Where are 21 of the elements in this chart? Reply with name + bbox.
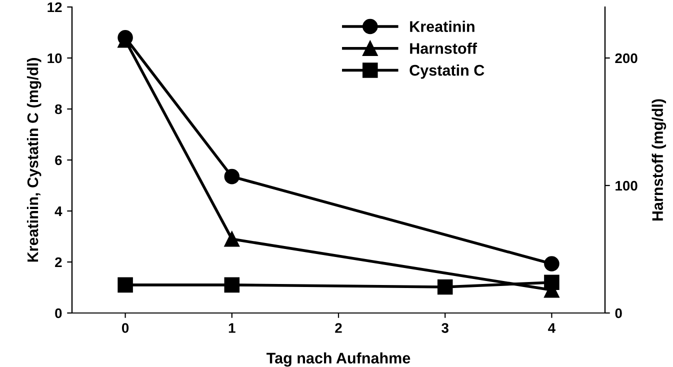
y-axis-title: Kreatinin, Cystatin C (mg/dl)	[26, 58, 42, 262]
y-tick-label: 12	[48, 2, 62, 12]
x-tick-label: 4	[548, 323, 556, 333]
y-tick-label: 8	[54, 104, 62, 114]
x-tick-label: 2	[335, 323, 342, 333]
x-tick-label: 3	[442, 323, 448, 333]
y2-tick-label: 0	[615, 308, 622, 318]
y2-tick-label: 200	[615, 53, 638, 64]
y2-tick-label: 100	[616, 180, 638, 191]
legend-label: Kreatinin	[410, 20, 474, 32]
y-tick-label: 2	[55, 257, 62, 268]
legend-label: Cystatin C	[410, 64, 484, 79]
y-tick-label: 0	[55, 308, 62, 318]
y-tick-label: 10	[48, 53, 62, 64]
legend-label: Harnstoff	[410, 42, 478, 54]
y2-axis-title: Harnstoff (mg/dl)	[652, 99, 666, 221]
y-tick-label: 4	[54, 206, 62, 216]
x-tick-label: 0	[122, 323, 129, 333]
x-tick-label: 1	[228, 323, 236, 333]
y-tick-label: 6	[55, 155, 62, 166]
x-axis-title: Tag nach Aufnahme	[266, 352, 410, 367]
